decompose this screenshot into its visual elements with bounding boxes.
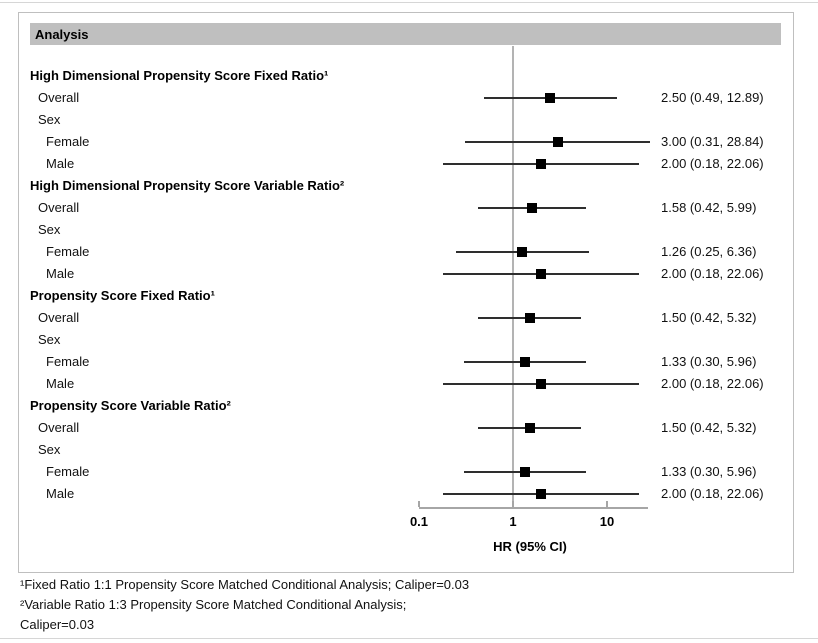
axis-tick-mark (418, 501, 420, 507)
group-label: Propensity Score Variable Ratio² (30, 398, 231, 413)
analysis-header-label: Analysis (35, 26, 89, 42)
hr-point-marker (524, 313, 535, 323)
row-label: Sex (38, 222, 61, 237)
footnote-line: ¹Fixed Ratio 1:1 Propensity Score Matche… (20, 577, 470, 592)
hr-point-marker (524, 423, 535, 433)
row-label: Female (46, 464, 90, 479)
hr-point-marker (545, 93, 556, 103)
top-divider (0, 2, 818, 3)
hr-value-label: 2.00 (0.18, 22.06) (661, 376, 764, 391)
hr-point-marker (526, 203, 537, 213)
plot-box (18, 12, 794, 573)
row-label: Overall (38, 310, 80, 325)
footnote-line: Caliper=0.03 (20, 617, 95, 632)
hr-value-label: 2.00 (0.18, 22.06) (661, 486, 764, 501)
group-label: High Dimensional Propensity Score Variab… (30, 178, 345, 193)
axis-tick-mark (606, 501, 608, 507)
group-label: High Dimensional Propensity Score Fixed … (30, 68, 329, 83)
axis-tick-label: 10 (599, 514, 615, 529)
hr-point-marker (536, 379, 547, 389)
hr-point-marker (552, 137, 563, 147)
hr-value-label: 1.26 (0.25, 6.36) (661, 244, 757, 259)
row-label: Female (46, 244, 90, 259)
reference-line-hr1 (512, 46, 514, 508)
analysis-header-bar: Analysis (30, 23, 781, 45)
row-label: Sex (38, 332, 61, 347)
hr-value-label: 1.33 (0.30, 5.96) (661, 354, 757, 369)
hr-value-label: 2.00 (0.18, 22.06) (661, 156, 764, 171)
row-label: Female (46, 354, 90, 369)
row-label: Male (46, 156, 75, 171)
row-label: Female (46, 134, 90, 149)
row-label: Male (46, 376, 75, 391)
hr-value-label: 3.00 (0.31, 28.84) (661, 134, 764, 149)
hr-value-label: 1.58 (0.42, 5.99) (661, 200, 757, 215)
row-label: Overall (38, 200, 80, 215)
footnotes: ¹Fixed Ratio 1:1 Propensity Score Matche… (20, 575, 620, 635)
hr-point-marker (536, 489, 547, 499)
row-label: Sex (38, 112, 61, 127)
hr-point-marker (519, 467, 530, 477)
axis-tick-label: 0.1 (409, 514, 429, 529)
hr-point-marker (519, 357, 530, 367)
hr-value-label: 2.00 (0.18, 22.06) (661, 266, 764, 281)
axis-tick-mark (512, 501, 514, 507)
footnote-line: ²Variable Ratio 1:3 Propensity Score Mat… (20, 597, 407, 612)
axis-tick-label: 1 (509, 514, 517, 529)
x-axis-line (419, 507, 648, 509)
bottom-divider (0, 638, 818, 639)
hr-point-marker (536, 269, 547, 279)
x-axis-title: HR (95% CI) (493, 539, 567, 554)
group-label: Propensity Score Fixed Ratio¹ (30, 288, 215, 303)
hr-value-label: 1.50 (0.42, 5.32) (661, 420, 757, 435)
hr-point-marker (517, 247, 528, 257)
hr-point-marker (536, 159, 547, 169)
hr-value-label: 1.50 (0.42, 5.32) (661, 310, 757, 325)
hr-value-label: 1.33 (0.30, 5.96) (661, 464, 757, 479)
row-label: Overall (38, 420, 80, 435)
hr-value-label: 2.50 (0.49, 12.89) (661, 90, 764, 105)
row-label: Male (46, 486, 75, 501)
row-label: Overall (38, 90, 80, 105)
row-label: Sex (38, 442, 61, 457)
row-label: Male (46, 266, 75, 281)
